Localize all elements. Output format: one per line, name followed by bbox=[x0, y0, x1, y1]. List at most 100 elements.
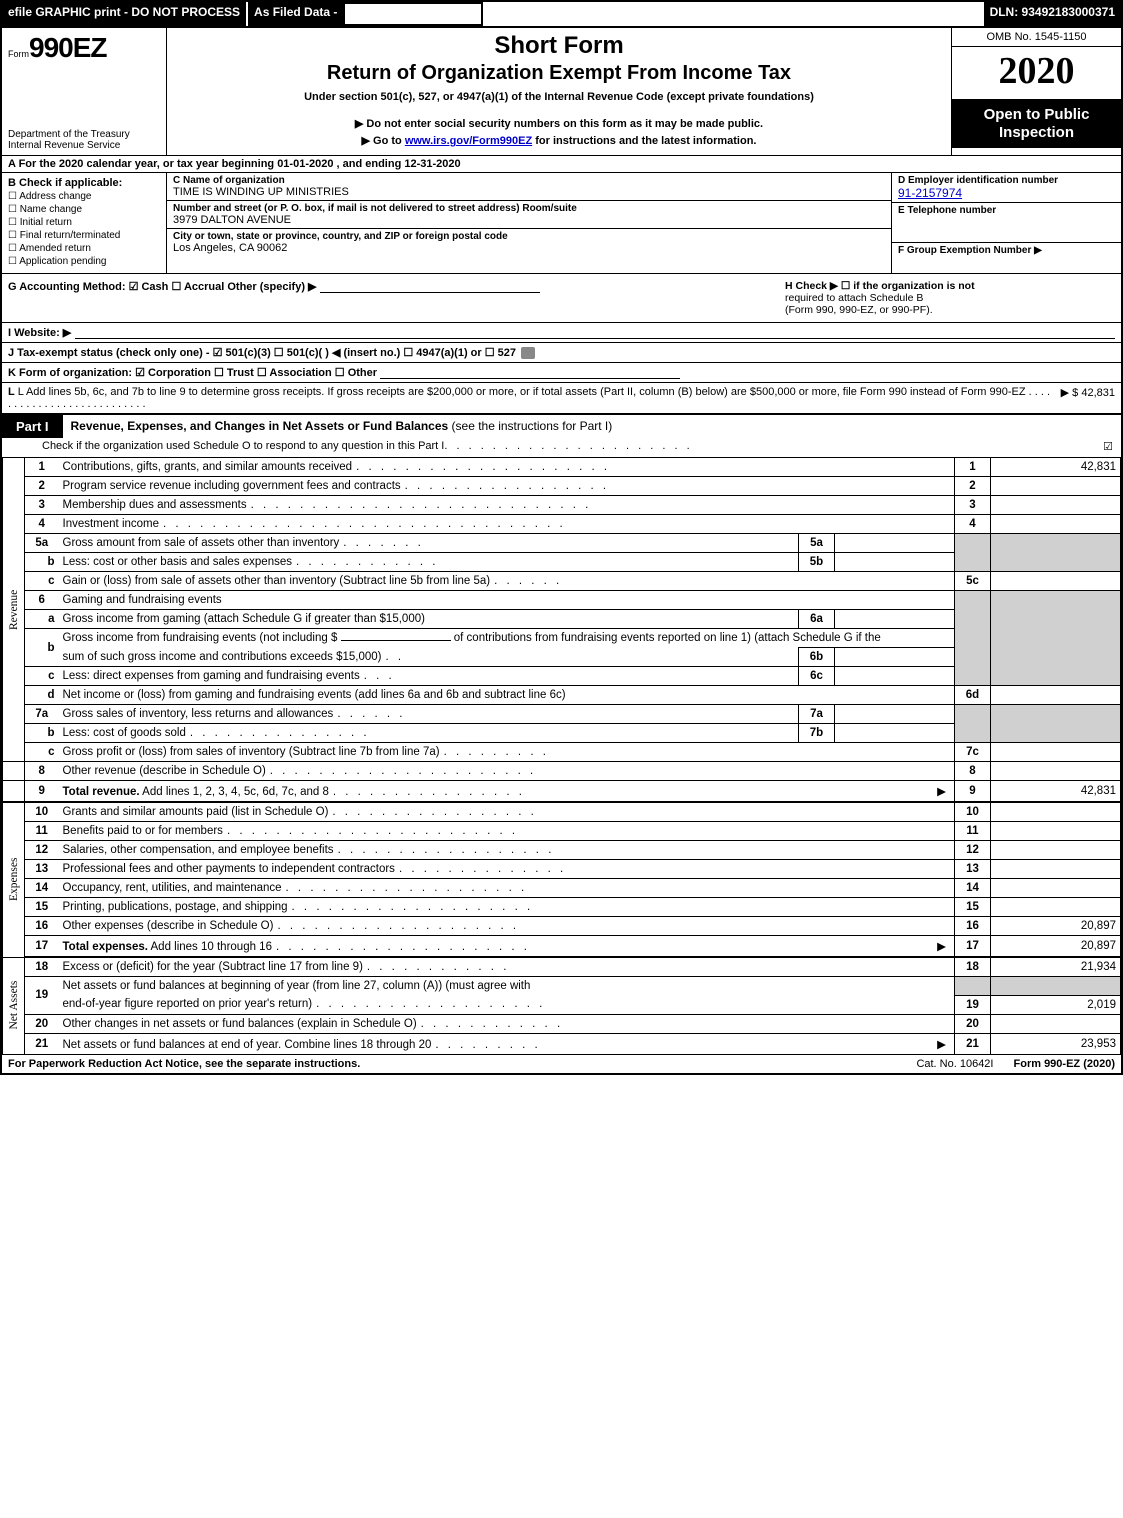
header-left: Form990EZ Department of the Treasury Int… bbox=[2, 28, 167, 155]
line-7c: c Gross profit or (loss) from sales of i… bbox=[3, 743, 1121, 762]
l12-num: 12 bbox=[25, 841, 59, 860]
l10-rnum: 10 bbox=[955, 802, 991, 822]
l6b-mv bbox=[835, 648, 955, 667]
l19-rnum: 19 bbox=[955, 995, 991, 1014]
l5c-num: c bbox=[25, 572, 59, 591]
l7a-t: Gross sales of inventory, less returns a… bbox=[63, 708, 334, 720]
line-6d: d Net income or (loss) from gaming and f… bbox=[3, 686, 1121, 705]
l20-rval bbox=[991, 1014, 1121, 1033]
dots: . . . . . . . . . . . . bbox=[417, 1018, 950, 1030]
grey-cell bbox=[955, 591, 991, 686]
form-page: efile GRAPHIC print - DO NOT PROCESS As … bbox=[0, 0, 1123, 1075]
short-form-title: Short Form bbox=[175, 32, 943, 60]
open-public-badge: Open to Public Inspection bbox=[952, 100, 1121, 148]
rowh-l1: H Check ▶ ☐ if the organization is not bbox=[785, 280, 975, 292]
asfiled-input bbox=[343, 2, 483, 26]
website-input[interactable] bbox=[75, 338, 1115, 339]
ein-link[interactable]: 91-2157974 bbox=[898, 186, 962, 200]
l18-rnum: 18 bbox=[955, 957, 991, 977]
row-h-line3: (Form 990, 990-EZ, or 990-PF). bbox=[785, 304, 1115, 316]
l11-num: 11 bbox=[25, 822, 59, 841]
l6a-mn: 6a bbox=[799, 610, 835, 629]
chk-application-pending[interactable]: Application pending bbox=[8, 256, 160, 267]
line-14: 14 Occupancy, rent, utilities, and maint… bbox=[3, 879, 1121, 898]
rowj-text: J Tax-exempt status (check only one) - ☑… bbox=[8, 347, 516, 359]
l6a-num: a bbox=[25, 610, 59, 629]
l9-rval: 42,831 bbox=[991, 781, 1121, 803]
side-blank bbox=[3, 781, 25, 803]
chk-amended-return[interactable]: Amended return bbox=[8, 243, 160, 254]
chk-final-return[interactable]: Final return/terminated bbox=[8, 230, 160, 241]
l14-rval bbox=[991, 879, 1121, 898]
street-value: 3979 DALTON AVENUE bbox=[173, 214, 885, 226]
dots: . . . . . . . . . . . . . . . . . . . . … bbox=[266, 765, 950, 777]
row-l-amount: ▶ $ 42,831 bbox=[1053, 386, 1115, 410]
l12-t: Salaries, other compensation, and employ… bbox=[63, 844, 334, 856]
l6b-desc-top: Gross income from fundraising events (no… bbox=[59, 629, 955, 648]
line-5b: b Less: cost or other basis and sales ex… bbox=[3, 553, 1121, 572]
top-bar: efile GRAPHIC print - DO NOT PROCESS As … bbox=[2, 2, 1121, 26]
accounting-other-input[interactable] bbox=[320, 281, 540, 293]
chk-address-change[interactable]: Address change bbox=[8, 191, 160, 202]
line-21: 21 Net assets or fund balances at end of… bbox=[3, 1033, 1121, 1054]
row-j-tax-status: J Tax-exempt status (check only one) - ☑… bbox=[2, 342, 1121, 362]
l1-desc: Contributions, gifts, grants, and simila… bbox=[59, 458, 955, 477]
l7a-num: 7a bbox=[25, 705, 59, 724]
l13-num: 13 bbox=[25, 860, 59, 879]
dots: . . . . . . . . . . . . . . . . . . . . … bbox=[223, 825, 950, 837]
l13-rnum: 13 bbox=[955, 860, 991, 879]
l10-rval bbox=[991, 802, 1121, 822]
l6b-blank-input[interactable] bbox=[341, 640, 451, 641]
side-blank bbox=[3, 762, 25, 781]
dots: . . . . . . . . . . . . bbox=[363, 961, 950, 973]
street-label: Number and street (or P. O. box, if mail… bbox=[173, 203, 885, 214]
line-19-top: 19 Net assets or fund balances at beginn… bbox=[3, 977, 1121, 996]
l6c-mv bbox=[835, 667, 955, 686]
tax-status-text: J Tax-exempt status (check only one) - ☑… bbox=[8, 347, 516, 359]
part-i-check-text: Check if the organization used Schedule … bbox=[42, 440, 444, 453]
line-9: 9 Total revenue. Add lines 1, 2, 3, 4, 5… bbox=[3, 781, 1121, 803]
line-5c: c Gain or (loss) from sale of assets oth… bbox=[3, 572, 1121, 591]
irs-link[interactable]: www.irs.gov/Form990EZ bbox=[405, 135, 532, 147]
l2-num: 2 bbox=[25, 477, 59, 496]
l11-t: Benefits paid to or for members bbox=[63, 825, 223, 837]
part-i-label: Part I bbox=[2, 415, 63, 438]
row-g-text: G Accounting Method: ☑ Cash ☐ Accrual Ot… bbox=[8, 281, 317, 293]
l6d-num: d bbox=[25, 686, 59, 705]
l19-num: 19 bbox=[25, 977, 59, 1015]
accounting-method: G Accounting Method: ☑ Cash ☐ Accrual Ot… bbox=[8, 280, 785, 316]
lines-table: Revenue 1 Contributions, gifts, grants, … bbox=[2, 457, 1121, 1054]
org-form-other-input[interactable] bbox=[380, 367, 680, 379]
l4-rval bbox=[991, 515, 1121, 534]
l7c-num: c bbox=[25, 743, 59, 762]
l6c-t: Less: direct expenses from gaming and fu… bbox=[63, 670, 360, 682]
chk-initial-return[interactable]: Initial return bbox=[8, 217, 160, 228]
dots: . . . . . . . . . . . . . . . . . . . . … bbox=[444, 440, 1097, 453]
l18-t: Excess or (deficit) for the year (Subtra… bbox=[63, 961, 363, 973]
part-i-checkbox[interactable]: ☑ bbox=[1103, 440, 1113, 453]
part-i-check-row: Check if the organization used Schedule … bbox=[2, 438, 1121, 457]
col-b-header: B Check if applicable: bbox=[8, 177, 160, 189]
line-3: 3 Membership dues and assessments . . . … bbox=[3, 496, 1121, 515]
chk-name-change[interactable]: Name change bbox=[8, 204, 160, 215]
dots: . . . . . . . . . . . . bbox=[292, 556, 794, 568]
l7c-rnum: 7c bbox=[955, 743, 991, 762]
city-value: Los Angeles, CA 90062 bbox=[173, 242, 885, 254]
dots: . . . . . . . . . . . . . . . . . . . . … bbox=[159, 518, 950, 530]
l16-rval: 20,897 bbox=[991, 917, 1121, 936]
tel-block: E Telephone number bbox=[892, 203, 1121, 243]
l4-rnum: 4 bbox=[955, 515, 991, 534]
form-prefix: Form bbox=[8, 49, 29, 59]
l9-rnum: 9 bbox=[955, 781, 991, 803]
dots: . . . bbox=[360, 670, 794, 682]
l7b-num: b bbox=[25, 724, 59, 743]
goto-pre: ▶ Go to bbox=[362, 135, 405, 147]
footer-center: Cat. No. 10642I bbox=[896, 1058, 1013, 1070]
l19-rval: 2,019 bbox=[991, 995, 1121, 1014]
row-l-gross-receipts: L L Add lines 5b, 6c, and 7b to line 9 t… bbox=[2, 382, 1121, 413]
page-footer: For Paperwork Reduction Act Notice, see … bbox=[2, 1054, 1121, 1073]
l5a-t: Gross amount from sale of assets other t… bbox=[63, 537, 340, 549]
grey-cell bbox=[991, 591, 1121, 686]
l5b-mn: 5b bbox=[799, 553, 835, 572]
l14-rnum: 14 bbox=[955, 879, 991, 898]
